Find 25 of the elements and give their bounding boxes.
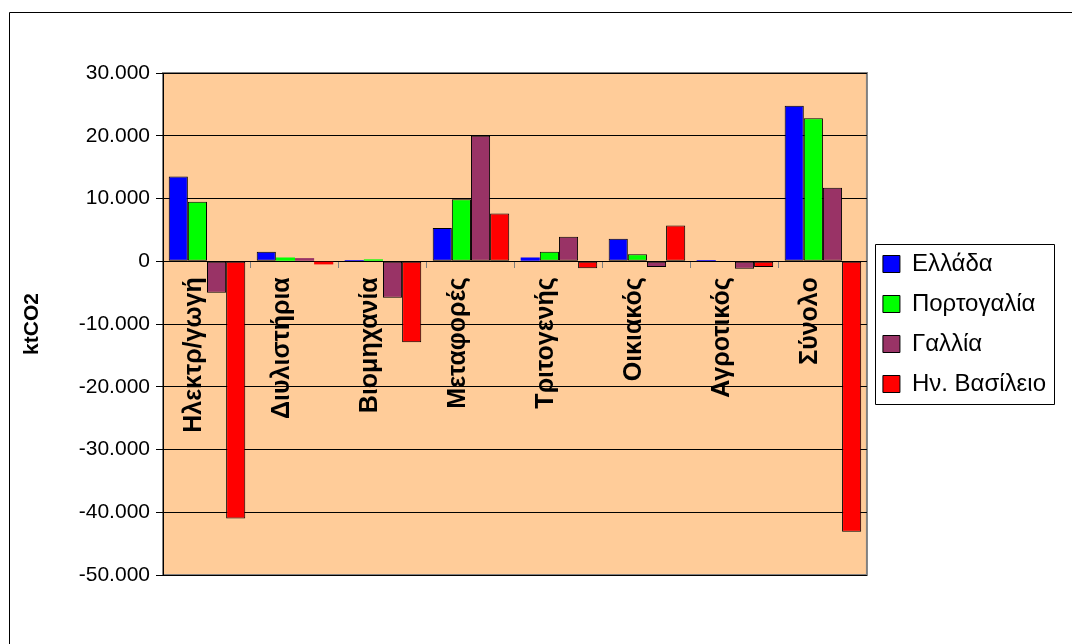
y-tick-label: -50.000 [78,561,150,585]
legend-label: Ην. Βασίλειο [911,368,1046,396]
y-tick-label: -20.000 [78,373,150,397]
x-tick-label: Σύνολο [793,277,822,365]
x-tick-label: Ηλεκτρ/γωγή [177,277,206,433]
y-tick-label: 10.000 [85,185,150,209]
x-tick-label: Τριτογενής [529,277,559,409]
y-tick-label: -40.000 [78,499,150,523]
x-tick-label: Αγροτικός [705,277,735,398]
y-tick-label: 30.000 [85,59,150,83]
legend-label: Πορτογαλία [911,288,1036,316]
x-tick-label: Βιομηχανία [353,276,382,414]
bar [520,257,540,261]
y-tick-label: -30.000 [78,436,150,460]
bar [294,258,315,261]
y-tick-label: 0 [138,248,150,272]
x-tick-label: Οικιακός [617,277,647,382]
legend-label: Γαλλία [911,328,983,356]
x-tick-label: Μεταφορές [441,277,471,409]
bar [275,257,295,261]
y-tick-label: 20.000 [85,122,150,146]
legend-label: Ελλάδα [911,248,993,276]
y-tick-label: -10.000 [78,310,150,334]
x-tick-label: Διυλιστήρια [265,276,294,419]
y-axis-title: ktCO2 [19,293,43,355]
